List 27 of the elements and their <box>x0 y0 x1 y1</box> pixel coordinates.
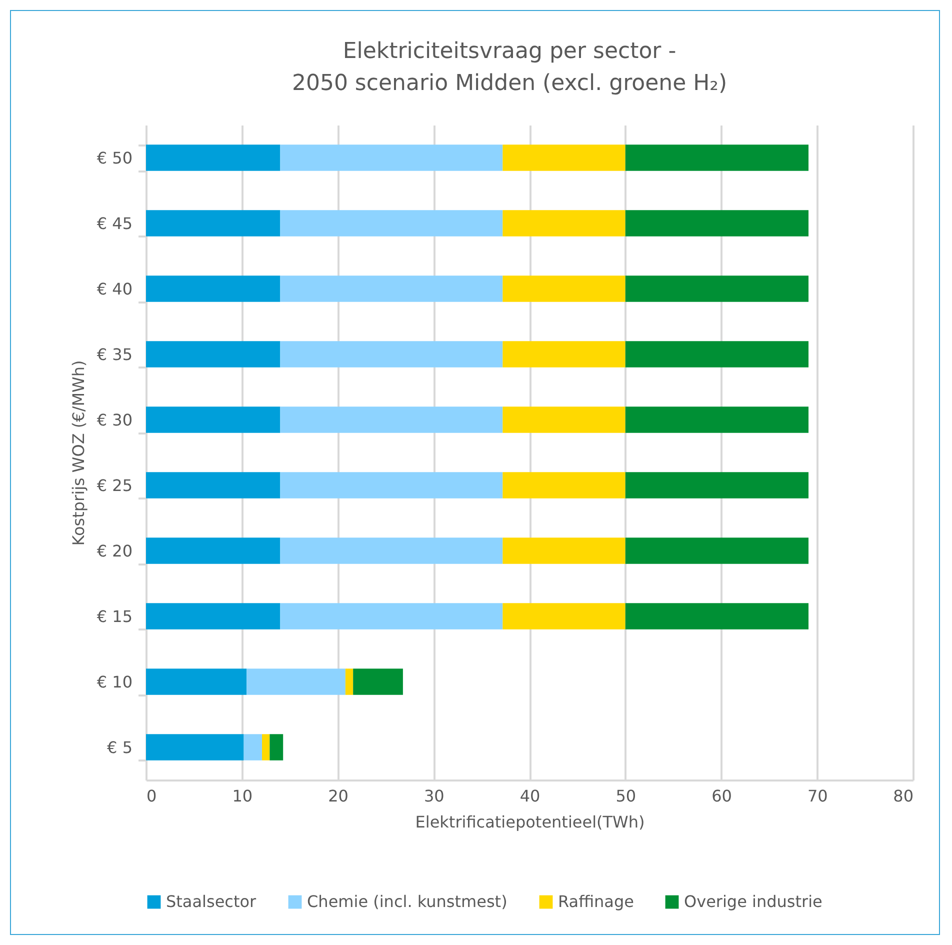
x-tick-label: 80 <box>893 786 914 806</box>
y-tick-label: € 5 <box>107 738 132 757</box>
legend-label: Staalsector <box>166 892 257 911</box>
x-tick-label: 70 <box>807 786 828 806</box>
y-axis-title: Kostprijs WOZ (€/MWh) <box>68 360 88 546</box>
x-tick-label: 60 <box>712 786 732 806</box>
y-tick-label: € 50 <box>96 148 132 168</box>
x-axis-title: Elektrificatiepotentieel(TWh) <box>415 812 645 832</box>
x-tick-label: 20 <box>328 786 348 806</box>
legend-label: Raffinage <box>558 892 634 911</box>
x-tick-label: 0 <box>146 786 157 806</box>
x-tick-label: 50 <box>616 786 636 806</box>
legend-label: Overige industrie <box>684 892 822 911</box>
x-tick-label: 10 <box>232 786 253 806</box>
y-tick-label: € 35 <box>96 344 132 364</box>
y-tick-label: € 15 <box>96 606 132 626</box>
y-tick-label: € 30 <box>96 410 132 430</box>
legend-label: Chemie (incl. kunstmest) <box>307 892 508 911</box>
y-tick-label: € 40 <box>96 279 132 298</box>
x-tick-label: 40 <box>520 786 540 806</box>
y-tick-label: € 25 <box>96 476 132 495</box>
y-tick-label: € 20 <box>96 541 132 560</box>
y-tick-label: € 10 <box>96 672 132 692</box>
x-tick-label: 30 <box>424 786 444 806</box>
y-tick-label: € 45 <box>96 214 132 233</box>
text: 2050 scenario Midden (excl. groene H₂) <box>292 71 728 96</box>
text: Elektriciteitsvraag per sector - <box>342 39 676 64</box>
